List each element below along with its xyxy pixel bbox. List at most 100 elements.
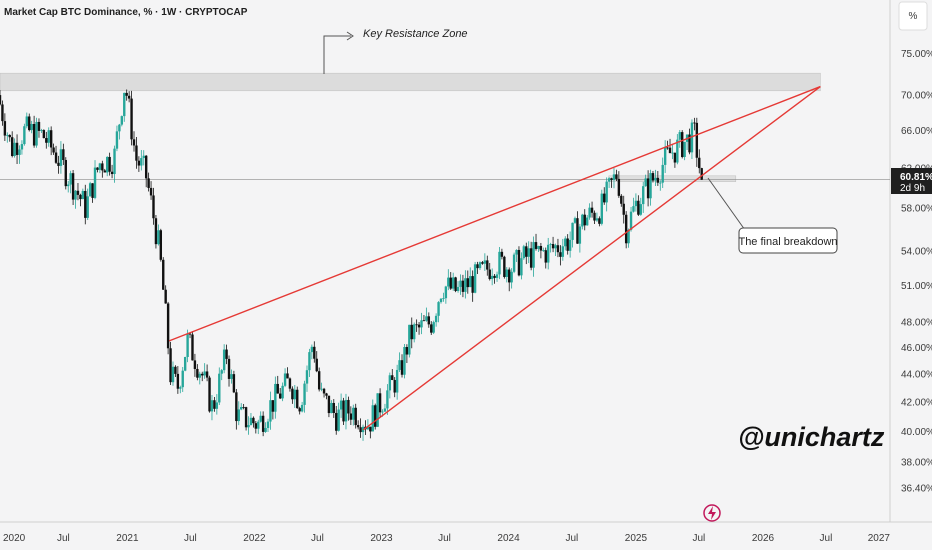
price-axis[interactable]: 75.00%70.00%66.00%62.00%58.00%54.00%51.0… <box>901 49 932 494</box>
candle-body <box>271 400 275 412</box>
candle-body <box>425 316 428 321</box>
price-tag-value: 60.81% <box>900 172 932 183</box>
candle-body <box>142 155 145 159</box>
candle-body <box>193 360 197 369</box>
candle-body <box>395 369 399 393</box>
candle-body <box>37 121 41 131</box>
scale-button[interactable] <box>898 1 928 31</box>
trendline-upper[interactable] <box>168 85 821 342</box>
candle-body <box>162 259 165 290</box>
candle-body <box>93 167 97 198</box>
candle-body <box>86 196 89 218</box>
candle-body <box>503 256 506 277</box>
candle-body <box>210 400 214 412</box>
x-tick-label: Jul <box>438 533 451 544</box>
candle-body <box>590 207 594 213</box>
candle-body <box>166 303 170 349</box>
price-tag-countdown: 2d 9h <box>900 183 925 194</box>
candle-body <box>40 130 43 131</box>
candle-body <box>74 190 77 200</box>
y-tick-label: 48.00% <box>901 317 932 328</box>
candle-body <box>13 142 16 156</box>
candle-body <box>537 245 540 249</box>
candle-body <box>249 417 253 426</box>
candle-body <box>32 123 36 146</box>
lightning-icon[interactable] <box>703 504 721 522</box>
candle-body <box>505 269 508 277</box>
candle-body <box>588 207 591 218</box>
candle-body <box>500 251 504 257</box>
candle-body <box>403 347 406 375</box>
candle-body <box>186 333 189 358</box>
candle-body <box>369 426 372 432</box>
x-tick-label: Jul <box>565 533 578 544</box>
candle-body <box>191 334 194 361</box>
candle-body <box>673 152 677 163</box>
candle-body <box>644 178 647 187</box>
candle-body <box>629 211 633 230</box>
breakdown-callout[interactable]: The final breakdown <box>707 177 838 254</box>
candle-body <box>203 371 206 376</box>
candle-body <box>539 245 543 251</box>
arrow-head-icon <box>346 31 354 41</box>
resistance-label: Key Resistance Zone <box>363 28 468 40</box>
candle-body <box>510 271 513 283</box>
candle-body <box>293 389 297 400</box>
candle-body <box>583 214 586 226</box>
candle-body <box>303 383 306 405</box>
candle-body <box>632 206 635 212</box>
candle-body <box>581 214 584 227</box>
candle-body <box>471 276 474 293</box>
y-tick-label: 66.00% <box>901 126 932 137</box>
candle-body <box>286 373 289 379</box>
candle-body <box>6 134 9 136</box>
candle-body <box>622 203 625 215</box>
candle-body <box>118 124 121 132</box>
candle-body <box>45 138 48 143</box>
candle-body <box>157 230 160 245</box>
candle-body <box>278 393 282 399</box>
candle-body <box>208 377 211 412</box>
candle-body <box>183 357 187 371</box>
candle-body <box>573 218 577 223</box>
candle-body <box>213 400 216 409</box>
candle-body <box>35 121 38 146</box>
candle-body <box>266 421 270 428</box>
candle-body <box>110 171 114 175</box>
candle-body <box>247 425 250 428</box>
candle-body <box>30 123 33 131</box>
y-tick-label: 70.00% <box>901 91 932 102</box>
candle-body <box>123 92 126 117</box>
candle-body <box>354 407 357 426</box>
y-tick-label: 44.00% <box>901 370 932 381</box>
candle-body <box>422 320 426 322</box>
candle-body <box>88 183 92 197</box>
candle-body <box>549 244 552 245</box>
candle-body <box>393 379 396 393</box>
candle-body <box>59 149 63 166</box>
candle-body <box>568 239 572 251</box>
candle-body <box>444 286 448 299</box>
candle-body <box>240 407 243 410</box>
candle-body <box>259 415 262 422</box>
trendline-lower[interactable] <box>362 85 821 431</box>
candle-body <box>610 178 613 180</box>
candle-body <box>84 190 87 218</box>
candle-body <box>42 130 46 139</box>
candle-body <box>478 262 482 269</box>
candle-body <box>98 163 102 170</box>
candle-body <box>449 277 452 289</box>
candle-body <box>261 415 265 432</box>
candle-body <box>661 164 664 183</box>
candle-body <box>347 399 350 414</box>
candle-body <box>18 149 21 155</box>
time-axis[interactable]: 2020 Jul 2021 Jul 2022 Jul 2023 Jul 2024 Jul 2025 J… <box>3 533 890 544</box>
breakdown-zone <box>608 175 737 182</box>
candle-body <box>222 349 226 371</box>
candles-layer <box>0 89 703 441</box>
resistance-annotation[interactable]: Key Resistance Zone <box>323 28 468 74</box>
candle-body <box>130 98 133 140</box>
candle-body <box>678 132 681 140</box>
